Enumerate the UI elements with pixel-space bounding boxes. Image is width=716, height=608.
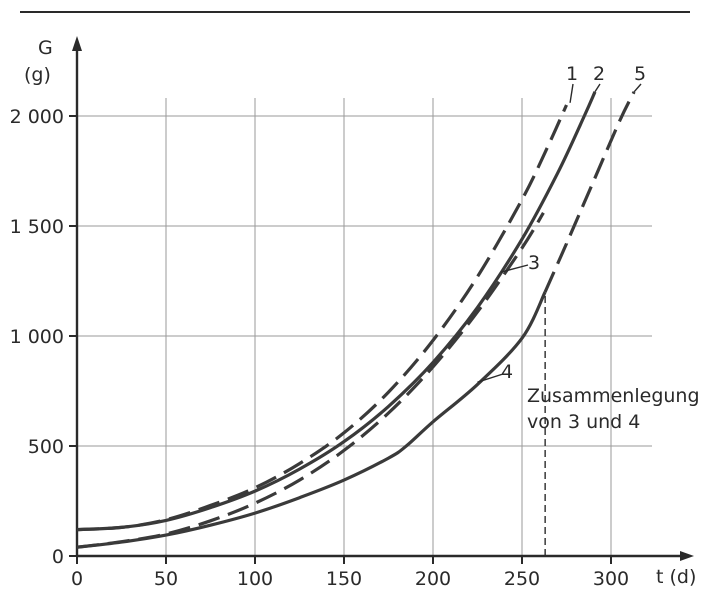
annotation-text-2: von 3 und 4 <box>527 411 640 433</box>
grid <box>77 98 652 556</box>
curve-labels: 1 2 3 4 5 <box>477 63 646 383</box>
series-line-3 <box>76 211 545 549</box>
y-axis-label: G <box>38 37 53 59</box>
y-tick-label-1000: 1 000 <box>10 326 64 348</box>
curve-label-5: 5 <box>634 63 646 85</box>
curve-label-4: 4 <box>501 361 513 383</box>
curve-leader-1 <box>569 83 574 103</box>
curve-leader-2 <box>594 83 601 93</box>
curve-label-1: 1 <box>566 63 578 85</box>
x-tick-label-300: 300 <box>593 568 629 590</box>
series-line-2 <box>76 91 597 532</box>
series-line-5 <box>543 91 636 293</box>
x-tick-label-200: 200 <box>415 568 451 590</box>
annotation: Zusammenlegung von 3 und 4 <box>527 296 700 556</box>
tick-labels: 0 50 100 150 200 250 300 0 500 1 000 1 500 2 000 <box>10 106 630 590</box>
series-lines <box>76 91 636 549</box>
curve-leader-3 <box>500 264 529 273</box>
y-tick-label-0: 0 <box>52 546 64 568</box>
curve-leader-4 <box>477 373 504 383</box>
x-tick-label-0: 0 <box>71 568 83 590</box>
y-tick-label-500: 500 <box>28 436 64 458</box>
series-line-4 <box>76 291 547 549</box>
x-axis-label: t (d) <box>656 566 696 588</box>
x-tick-label-50: 50 <box>154 568 178 590</box>
x-tick-label-150: 150 <box>326 568 362 590</box>
axes <box>72 36 694 561</box>
x-tick-label-250: 250 <box>504 568 540 590</box>
annotation-text-1: Zusammenlegung <box>527 385 700 407</box>
curve-leader-5 <box>633 83 642 93</box>
y-axis-arrow <box>72 36 82 51</box>
y-tick-label-2000: 2 000 <box>10 106 64 128</box>
x-axis-arrow <box>680 551 694 561</box>
y-tick-label-1500: 1 500 <box>10 216 64 238</box>
x-tick-label-100: 100 <box>237 568 273 590</box>
curve-label-3: 3 <box>528 252 540 274</box>
y-axis-unit: (g) <box>24 64 51 86</box>
curve-label-2: 2 <box>593 63 605 85</box>
series-line-1 <box>76 104 568 532</box>
